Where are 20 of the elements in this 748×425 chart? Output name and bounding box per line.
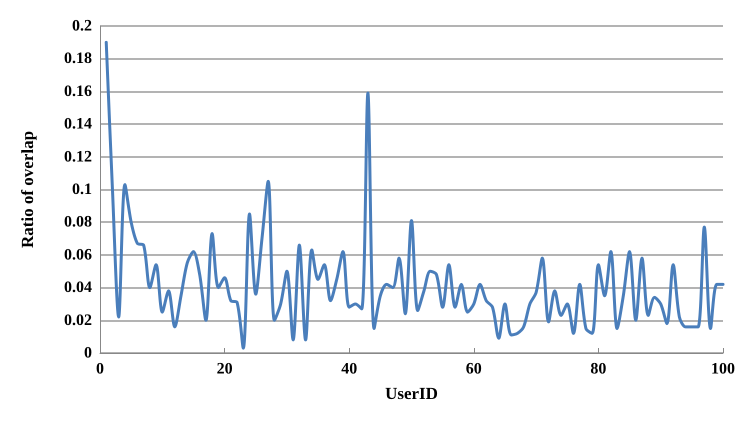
y-tick-label: 0.16 <box>64 82 92 100</box>
y-tick-label: 0 <box>84 344 92 362</box>
x-tick-label: 100 <box>711 360 735 378</box>
y-tick-label: 0.1 <box>72 181 92 198</box>
y-tick-label: 0.18 <box>64 50 92 68</box>
y-tick-label: 0.12 <box>64 148 92 166</box>
line-series <box>104 40 724 350</box>
x-tick-label: 20 <box>216 360 233 378</box>
x-tick-label: 60 <box>466 360 482 378</box>
y-axis-title: Ratio of overlap <box>18 130 37 248</box>
x-tick-label: 80 <box>590 360 606 378</box>
y-tick-label: 0.04 <box>64 279 92 296</box>
x-tick-label: 0 <box>96 360 104 378</box>
x-tick-label: 40 <box>341 360 358 378</box>
y-tick-label: 0.2 <box>72 18 92 34</box>
y-tick-label: 0.06 <box>64 246 92 264</box>
y-tick-label: 0.02 <box>64 312 92 329</box>
y-tick-label: 0.08 <box>64 214 92 231</box>
y-tick-label: 0.14 <box>64 116 92 133</box>
x-axis-title: UserID <box>385 384 438 403</box>
